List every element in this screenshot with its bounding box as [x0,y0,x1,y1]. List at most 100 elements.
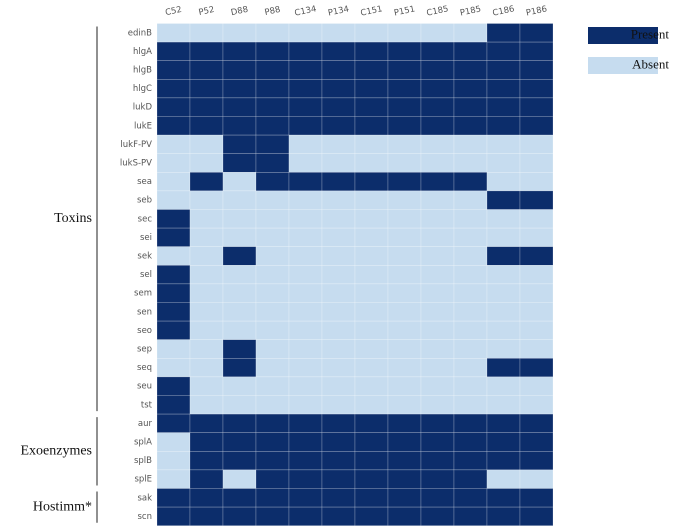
cell [453,116,488,136]
cell [255,264,290,285]
cell [156,450,191,471]
cell [420,60,455,80]
cell [321,134,356,155]
cell [288,376,323,396]
cell [387,450,422,471]
cell [387,209,422,229]
x-tick-label: P134 [327,4,350,18]
cell [321,23,356,43]
cell [288,79,323,99]
cell [486,506,521,526]
cell [420,209,455,229]
cell [354,469,389,489]
cell [420,172,455,192]
cell [288,134,323,155]
cell [519,488,554,508]
cell [288,227,323,248]
x-tick-label: P186 [525,4,548,18]
cell [321,41,356,61]
cell [453,469,488,489]
cell [255,134,290,155]
cell [354,209,389,229]
cell [519,395,554,415]
group-label: Toxins [54,211,92,226]
cell [486,339,521,359]
y-tick-label: sek [137,252,152,262]
cell [255,450,290,471]
cell [420,320,455,341]
cell [321,469,356,489]
cell [486,320,521,341]
cell [222,209,257,229]
cell [486,41,521,61]
cell [156,116,191,136]
cell [222,302,257,322]
cell [387,23,422,43]
cell [288,283,323,303]
cell [486,488,521,508]
cell [321,488,356,508]
cell [354,153,389,173]
cell [189,97,224,117]
cell [222,227,257,248]
cell [519,41,554,61]
cell [486,153,521,173]
cell [321,450,356,471]
cell [486,376,521,396]
cell [486,432,521,452]
cell [354,41,389,61]
cell [519,79,554,99]
cell [354,172,389,192]
cell [255,246,290,266]
y-tick-label: splA [134,438,152,448]
x-tick-label: P52 [198,5,216,18]
cell [420,23,455,43]
cell [222,264,257,285]
cell [222,60,257,80]
cell [486,172,521,192]
cell [222,190,257,210]
cell [420,283,455,303]
cell [189,357,224,378]
cell [486,264,521,285]
cell [354,134,389,155]
cell [288,302,323,322]
cell [486,469,521,489]
cell [486,60,521,80]
cell [420,469,455,489]
cell [453,134,488,155]
cell [420,339,455,359]
cell [255,172,290,192]
cell [420,41,455,61]
cell [354,264,389,285]
cell [420,79,455,99]
cell [189,395,224,415]
cell [354,283,389,303]
cell [387,172,422,192]
cell [420,264,455,285]
cell [486,357,521,378]
cell [189,246,224,266]
cell [288,172,323,192]
cell [321,432,356,452]
cell [156,283,191,303]
cell [519,302,554,322]
cell [222,153,257,173]
x-tick-label: P151 [393,4,416,18]
x-tick-label: C134 [294,4,318,18]
cell [387,283,422,303]
cell [189,79,224,99]
cell [354,79,389,99]
cell [255,79,290,99]
cell [453,450,488,471]
cell [420,376,455,396]
cell [387,79,422,99]
y-tick-label: sea [137,177,152,187]
cell [288,488,323,508]
cell [387,376,422,396]
cell [321,190,356,210]
cell [453,395,488,415]
cell [453,41,488,61]
cell [519,227,554,248]
cell [189,153,224,173]
